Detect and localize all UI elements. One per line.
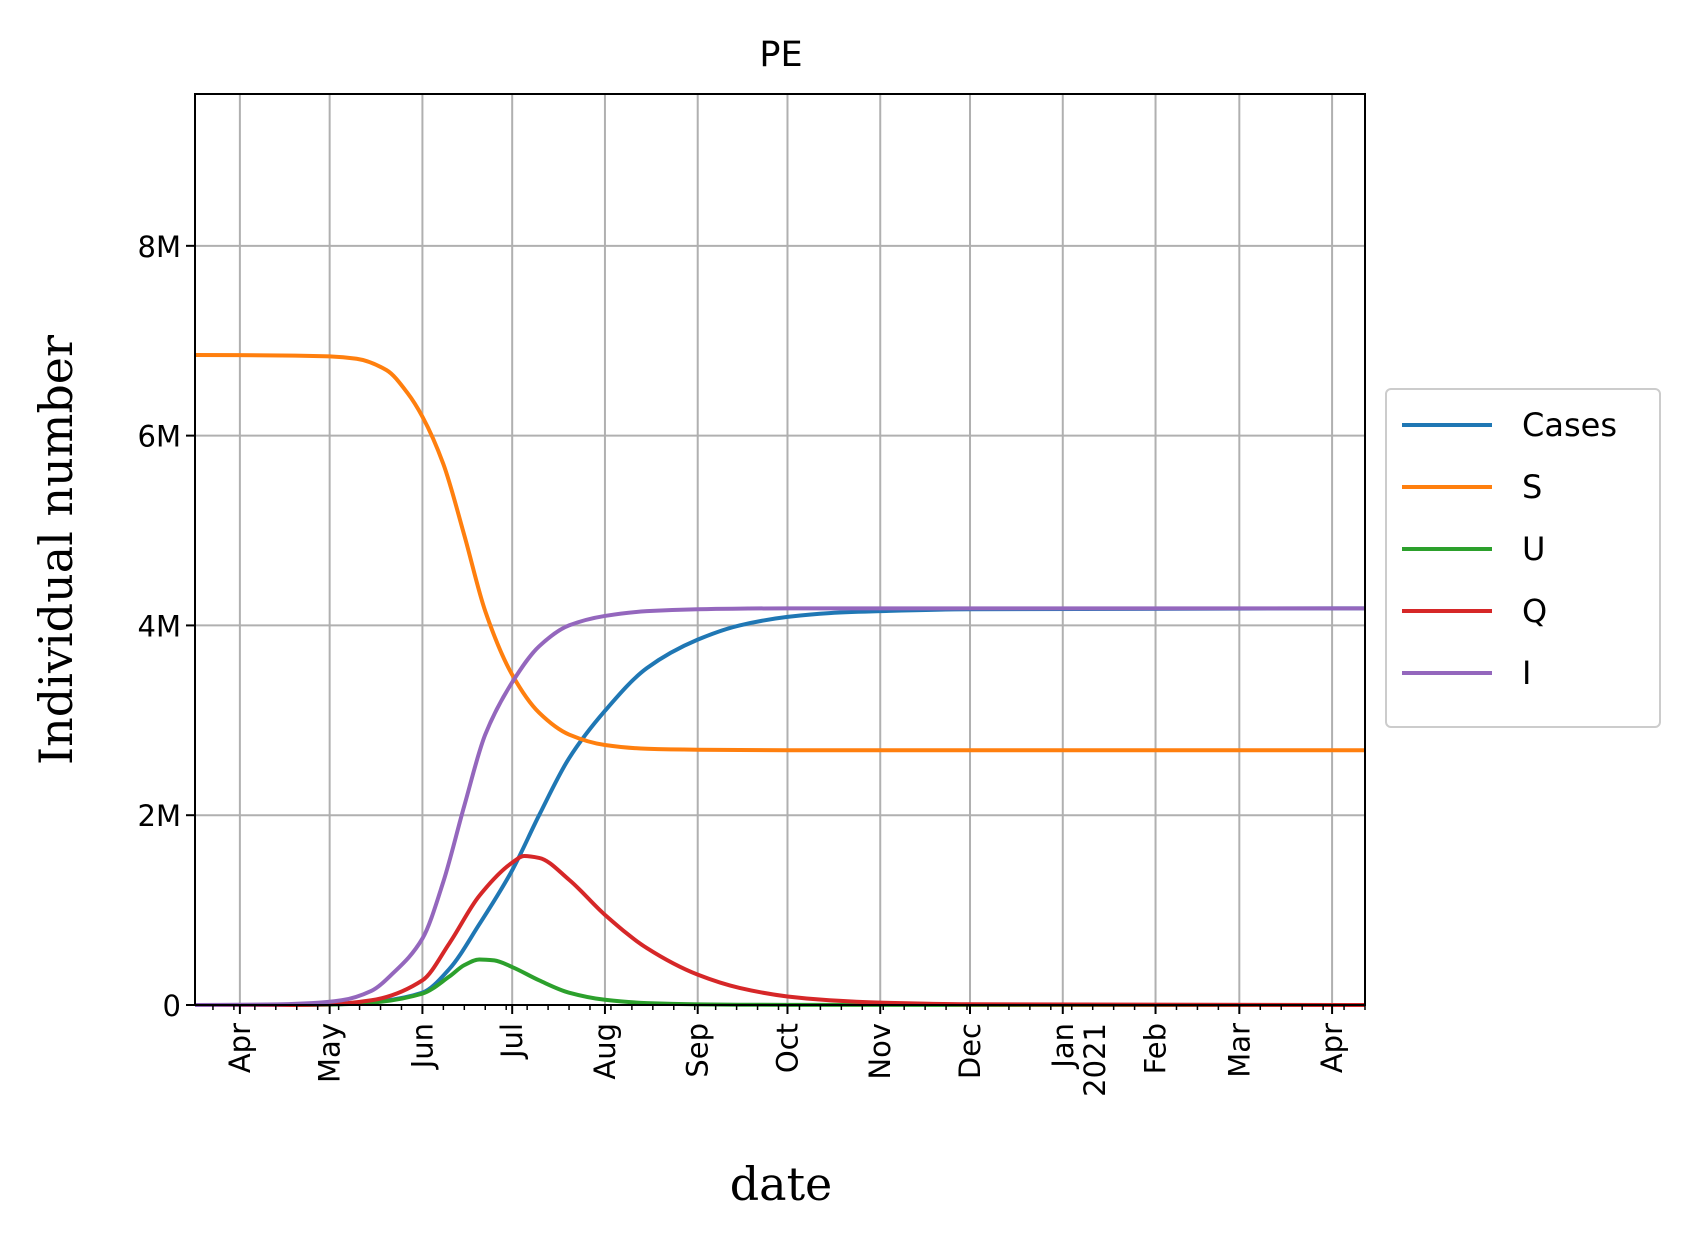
series-line-s xyxy=(194,352,1365,753)
x-tick-label-line: Aug xyxy=(588,1023,622,1080)
x-tick-label-line: Sep xyxy=(681,1023,715,1078)
x-tick-label-line: Apr xyxy=(1315,1023,1349,1073)
legend-label-q: Q xyxy=(1522,592,1547,630)
x-tick-label-line: Feb xyxy=(1139,1023,1173,1074)
x-tick-label-line: Dec xyxy=(953,1023,987,1079)
x-tick-label: Mar xyxy=(1222,1023,1256,1078)
x-tick-label: Jan2021 xyxy=(1046,1023,1112,1097)
y-tick-label: 0 xyxy=(163,989,181,1023)
x-tick-label-line: Mar xyxy=(1222,1023,1256,1078)
y-axis-label: Individual number xyxy=(29,335,83,765)
x-tick-label: Dec xyxy=(953,1023,987,1079)
chart-title: PE xyxy=(759,35,802,75)
legend-label-u: U xyxy=(1522,530,1545,568)
y-tick-label: 2M xyxy=(138,799,181,833)
series-line-i xyxy=(194,606,1365,1007)
x-tick-label: Aug xyxy=(588,1023,622,1080)
y-tick-label: 8M xyxy=(138,230,181,264)
series-line-q xyxy=(194,854,1366,1008)
x-axis-label: date xyxy=(730,1157,833,1211)
x-tick-label-line: Apr xyxy=(223,1023,257,1073)
legend-label-cases: Cases xyxy=(1522,406,1617,444)
x-tick-label: Oct xyxy=(770,1023,804,1073)
x-tick-label: Apr xyxy=(1315,1023,1349,1073)
y-axis-ticks: 0 2M 4M 6M 8M xyxy=(138,230,195,1023)
x-tick-label-line: Oct xyxy=(770,1023,804,1073)
x-tick-label-line: Nov xyxy=(863,1023,897,1080)
x-tick-label: Jun xyxy=(405,1023,439,1070)
legend-label-i: I xyxy=(1522,654,1531,692)
y-tick-label: 4M xyxy=(138,609,181,643)
x-tick-label: Nov xyxy=(863,1023,897,1080)
x-tick-label-line: May xyxy=(313,1023,347,1083)
x-tick-label-line: Jan xyxy=(1046,1023,1080,1070)
x-tick-label: Jul xyxy=(495,1023,529,1060)
x-tick-label: Apr xyxy=(223,1023,257,1073)
plot-frame xyxy=(194,93,1366,1006)
x-tick-label-line: Jun xyxy=(405,1023,439,1070)
x-axis-ticks: Apr May Jun Jul Aug Sep Oct Nov Dec Jan2021 Feb Mar… xyxy=(212,1005,1366,1097)
x-tick-label-line: 2021 xyxy=(1078,1023,1112,1097)
y-tick-label: 6M xyxy=(138,420,181,454)
x-tick-label: Sep xyxy=(681,1023,715,1078)
x-tick-label-line: Jul xyxy=(495,1023,529,1060)
grid xyxy=(195,94,1365,1005)
x-tick-label: Feb xyxy=(1139,1023,1173,1074)
legend-label-s: S xyxy=(1522,468,1542,506)
x-tick-label: May xyxy=(313,1023,347,1083)
legend-box xyxy=(1385,388,1661,728)
